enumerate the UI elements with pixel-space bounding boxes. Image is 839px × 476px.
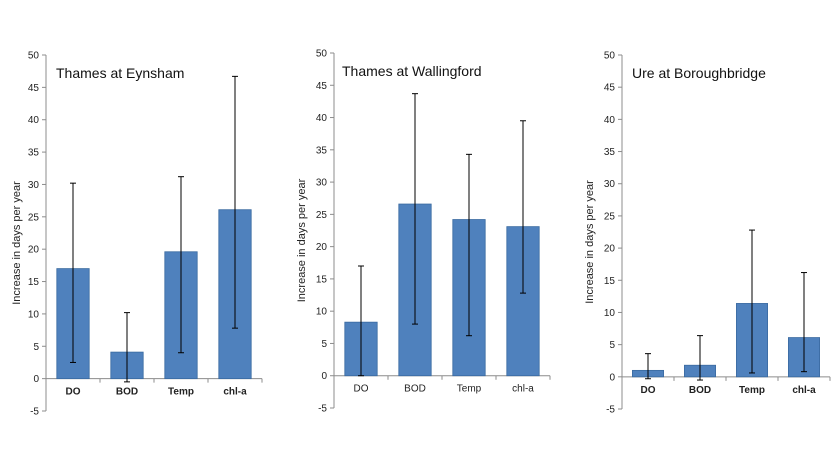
y-tick-label: 25 <box>316 210 328 221</box>
chart-2: -5 0 5 10 15 20 25 30 35 40 45 50 DO BOD Temp chl-a Tham… <box>296 49 551 415</box>
chart-3: -5 0 5 10 15 20 25 30 35 40 45 50 DO BOD Temp chl-a Ure … <box>584 51 831 416</box>
y-tick-label: 0 <box>609 372 615 383</box>
y-tick-label: 45 <box>604 83 616 94</box>
category-label: chl-a <box>223 387 247 398</box>
y-tick-label: 15 <box>316 274 328 285</box>
y-axis-label: Increase in days per year <box>584 180 596 304</box>
category-label: Temp <box>457 384 482 395</box>
y-tick-label: 30 <box>316 178 328 189</box>
category-label: BOD <box>689 385 711 396</box>
y-tick-label: 5 <box>609 340 615 351</box>
y-tick-label: 40 <box>604 115 616 126</box>
category-label: BOD <box>404 384 426 395</box>
y-tick-label: 45 <box>28 83 40 94</box>
y-tick-label: 15 <box>604 276 616 287</box>
y-tick-label: 30 <box>28 180 40 191</box>
y-tick-label: 40 <box>316 113 328 124</box>
y-axis-label: Increase in days per year <box>11 181 23 305</box>
y-tick-label: 15 <box>28 277 40 288</box>
y-tick-label: -5 <box>30 407 39 418</box>
y-tick-label: 35 <box>316 145 328 156</box>
category-label: DO <box>354 384 369 395</box>
y-tick-label: 25 <box>28 212 40 223</box>
category-label: chl-a <box>512 384 534 395</box>
y-tick-label: -5 <box>606 405 615 416</box>
y-tick-label: -5 <box>318 404 327 415</box>
category-label: Temp <box>168 387 194 398</box>
y-tick-label: 5 <box>321 339 327 350</box>
y-tick-label: 50 <box>604 51 616 62</box>
y-tick-label: 25 <box>604 211 616 222</box>
y-tick-label: 50 <box>28 51 40 62</box>
y-tick-label: 0 <box>33 374 39 385</box>
y-tick-label: 20 <box>316 242 328 253</box>
y-tick-label: 40 <box>28 115 40 126</box>
category-label: BOD <box>116 387 138 398</box>
y-tick-label: 10 <box>28 309 40 320</box>
y-tick-label: 35 <box>28 148 40 159</box>
y-tick-label: 30 <box>604 179 616 190</box>
y-axis-label: Increase in days per year <box>296 178 308 302</box>
y-tick-label: 50 <box>316 49 328 60</box>
category-label: Temp <box>739 385 765 396</box>
category-label: DO <box>66 387 81 398</box>
y-tick-label: 5 <box>33 342 39 353</box>
y-tick-label: 35 <box>604 147 616 158</box>
y-tick-label: 20 <box>28 245 40 256</box>
y-tick-label: 20 <box>604 244 616 255</box>
y-tick-label: 45 <box>316 81 328 92</box>
chart-title: Ure at Boroughbridge <box>632 65 766 81</box>
chart-1: -5 0 5 10 15 20 25 30 35 40 45 50 DO BOD Temp chl-a Tham… <box>11 51 263 418</box>
chart-title: Thames at Wallingford <box>342 63 482 79</box>
y-tick-label: 10 <box>316 307 328 318</box>
chart-title: Thames at Eynsham <box>56 65 184 81</box>
y-tick-label: 0 <box>321 371 327 382</box>
y-tick-label: 10 <box>604 308 616 319</box>
category-label: chl-a <box>792 385 816 396</box>
category-label: DO <box>641 385 656 396</box>
